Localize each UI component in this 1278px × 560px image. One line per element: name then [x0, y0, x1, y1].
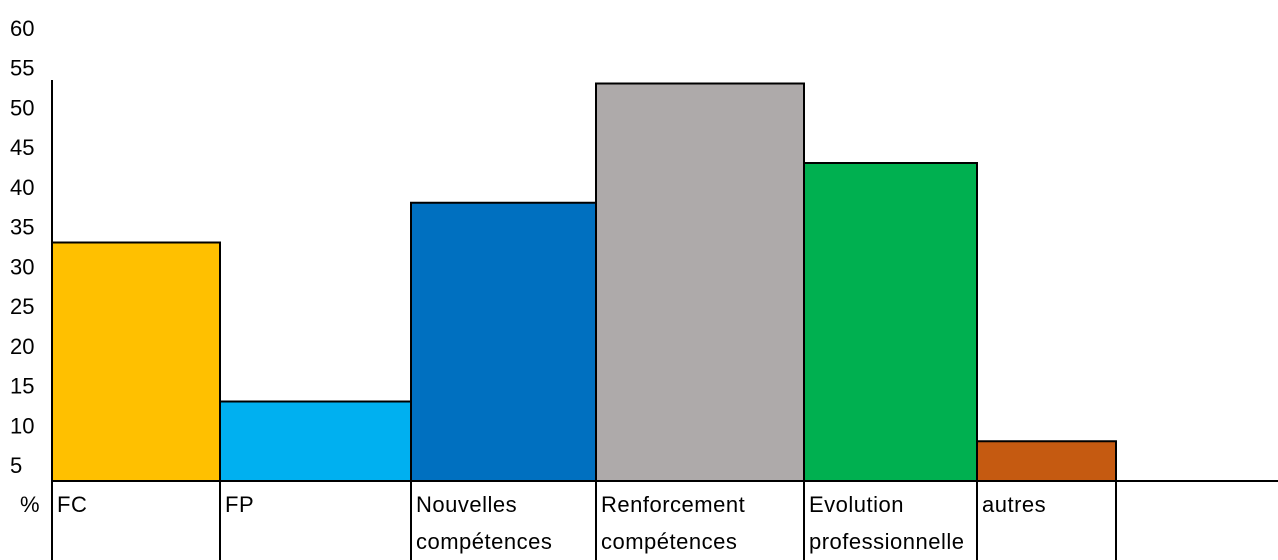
y-tick-label: 30 — [10, 254, 34, 279]
y-tick-label: 60 — [10, 16, 34, 41]
category-label-4-line-1: professionnelle — [809, 529, 964, 554]
y-tick-label: 25 — [10, 294, 34, 319]
y-tick-label: 35 — [10, 215, 34, 240]
y-tick-label: 40 — [10, 175, 34, 200]
bar-3 — [595, 82, 805, 482]
category-label-3: Renforcement — [601, 492, 745, 517]
category-label-2: Nouvelles — [416, 492, 517, 517]
y-tick-label: 45 — [10, 135, 34, 160]
bar-2 — [410, 201, 597, 482]
category-label-4: Evolution — [809, 492, 904, 517]
category-label-5: autres — [982, 492, 1046, 517]
bar-4 — [803, 162, 978, 482]
y-axis-unit-label: % — [20, 492, 40, 517]
category-label-0: FC — [57, 492, 87, 517]
y-tick-label: 55 — [10, 56, 34, 81]
bar-5 — [976, 440, 1117, 482]
y-tick-label: 50 — [10, 95, 34, 120]
y-tick-label: 20 — [10, 334, 34, 359]
bar-0 — [51, 241, 221, 482]
y-tick-label: 15 — [10, 374, 34, 399]
category-label-1: FP — [225, 492, 254, 517]
y-tick-label: 10 — [10, 413, 34, 438]
category-label-2-line-1: compétences — [416, 529, 552, 554]
category-label-3-line-1: compétences — [601, 529, 737, 554]
bar-1 — [219, 400, 412, 482]
y-tick-label: 5 — [10, 453, 22, 478]
